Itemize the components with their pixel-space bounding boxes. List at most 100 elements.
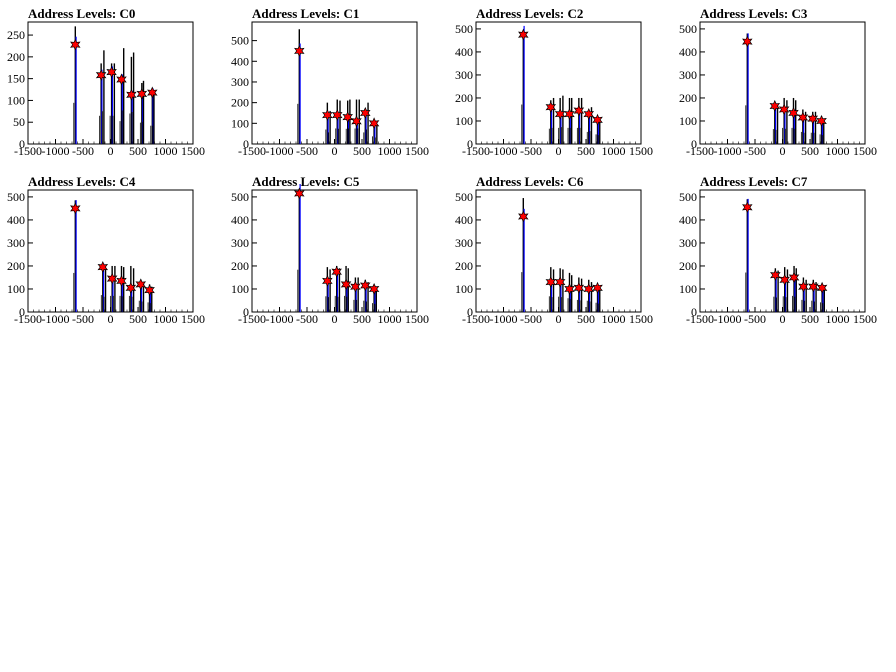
x-tick-label: 0 bbox=[556, 144, 562, 158]
peak-marker bbox=[322, 109, 333, 122]
x-tick-label: 0 bbox=[780, 312, 786, 326]
y-tick-label: 0 bbox=[467, 305, 473, 319]
x-tick-label: 500 bbox=[801, 312, 819, 326]
peak-marker bbox=[368, 117, 380, 130]
plot-frame bbox=[475, 189, 642, 313]
peak-marker bbox=[331, 265, 342, 278]
peak-marker bbox=[545, 101, 557, 114]
plot-frame bbox=[251, 21, 418, 145]
peak-marker bbox=[779, 273, 790, 286]
y-tick-label: 200 bbox=[455, 259, 473, 273]
x-tick-label: -1000 bbox=[490, 144, 518, 158]
y-tick-label: 200 bbox=[455, 91, 473, 105]
y-tick-label: 400 bbox=[231, 54, 249, 68]
x-tick-label: 0 bbox=[332, 144, 338, 158]
y-tick-label: 500 bbox=[7, 190, 25, 204]
y-tick-label: 300 bbox=[679, 68, 697, 82]
x-tick-label: 500 bbox=[129, 312, 147, 326]
peak-marker bbox=[126, 88, 137, 101]
y-tick-label: 500 bbox=[679, 22, 697, 36]
y-tick-label: 100 bbox=[231, 282, 249, 296]
x-tick-label: -1500 bbox=[686, 144, 714, 158]
x-tick-label: -500 bbox=[72, 312, 94, 326]
peak-marker bbox=[592, 281, 603, 294]
y-tick-label: 100 bbox=[455, 114, 473, 128]
plot-frame bbox=[475, 21, 642, 145]
x-tick-label: -1000 bbox=[42, 144, 70, 158]
x-tick-label: 500 bbox=[577, 144, 595, 158]
peak-marker bbox=[368, 282, 380, 296]
x-tick-label: -1500 bbox=[686, 312, 714, 326]
peak-marker bbox=[807, 112, 819, 125]
y-tick-label: 400 bbox=[455, 213, 473, 227]
y-tick-label: 0 bbox=[19, 305, 25, 319]
peak-marker bbox=[592, 113, 603, 126]
y-tick-label: 200 bbox=[7, 259, 25, 273]
y-tick-label: 500 bbox=[231, 34, 249, 48]
y-tick-label: 500 bbox=[679, 190, 697, 204]
peak-marker bbox=[95, 69, 107, 82]
peak-marker bbox=[144, 284, 155, 297]
x-tick-label: 0 bbox=[108, 312, 114, 326]
y-tick-label: 300 bbox=[231, 75, 249, 89]
histogram-panel-1: Address Levels: C1-1500 -1000 -500 0 500 1000… bbox=[231, 6, 429, 158]
y-tick-label: 0 bbox=[691, 137, 697, 151]
x-tick-label: 1000 bbox=[378, 144, 402, 158]
peak-marker bbox=[518, 28, 529, 41]
x-tick-label: -1000 bbox=[266, 312, 294, 326]
y-tick-label: 100 bbox=[455, 282, 473, 296]
peak-marker bbox=[106, 272, 118, 285]
y-tick-label: 300 bbox=[455, 236, 473, 250]
peak-marker bbox=[798, 280, 809, 293]
x-tick-label: -500 bbox=[520, 312, 542, 326]
x-tick-label: 500 bbox=[577, 312, 595, 326]
x-tick-label: 0 bbox=[332, 312, 338, 326]
x-tick-label: 1500 bbox=[405, 144, 429, 158]
y-tick-label: 100 bbox=[7, 93, 25, 107]
x-tick-label: -500 bbox=[296, 312, 318, 326]
y-tick-label: 0 bbox=[467, 137, 473, 151]
x-tick-label: 1000 bbox=[826, 312, 850, 326]
x-tick-label: 500 bbox=[801, 144, 819, 158]
x-tick-label: 1000 bbox=[826, 144, 850, 158]
y-tick-label: 400 bbox=[7, 213, 25, 227]
y-tick-label: 400 bbox=[455, 45, 473, 59]
peak-marker bbox=[788, 106, 799, 119]
x-tick-label: 0 bbox=[556, 312, 562, 326]
y-tick-label: 0 bbox=[691, 305, 697, 319]
peak-marker bbox=[342, 111, 353, 124]
x-tick-label: 1000 bbox=[154, 312, 178, 326]
y-tick-label: 300 bbox=[679, 236, 697, 250]
peak-marker bbox=[106, 66, 117, 79]
peak-marker bbox=[778, 103, 790, 116]
peak-marker bbox=[351, 115, 362, 128]
peak-marker bbox=[70, 38, 81, 51]
y-tick-label: 500 bbox=[231, 190, 249, 204]
peak-marker bbox=[294, 44, 305, 57]
y-tick-label: 0 bbox=[243, 137, 249, 151]
peak-marker bbox=[518, 210, 529, 223]
plot-frame bbox=[699, 21, 866, 145]
y-tick-label: 300 bbox=[7, 236, 25, 250]
x-tick-label: 1000 bbox=[154, 144, 178, 158]
plot-frame bbox=[27, 189, 194, 313]
x-tick-label: -1500 bbox=[238, 144, 266, 158]
x-tick-label: 1500 bbox=[629, 144, 653, 158]
peak-marker bbox=[340, 278, 352, 291]
panel-title: Address Levels: C5 bbox=[252, 174, 360, 189]
x-tick-label: 1500 bbox=[629, 312, 653, 326]
histogram-panel-5: Address Levels: C5-1500 -1000 -500 0 500 1000… bbox=[231, 174, 429, 326]
peak-marker bbox=[742, 35, 753, 48]
x-tick-label: 1000 bbox=[378, 312, 402, 326]
y-tick-label: 0 bbox=[243, 305, 249, 319]
peak-marker bbox=[583, 282, 595, 296]
panel-title: Address Levels: C7 bbox=[700, 174, 808, 189]
peak-marker bbox=[564, 282, 575, 296]
x-tick-label: -1000 bbox=[714, 312, 742, 326]
x-tick-label: -1000 bbox=[490, 312, 518, 326]
x-tick-label: -1000 bbox=[714, 144, 742, 158]
peak-marker bbox=[350, 280, 361, 293]
peak-marker bbox=[70, 202, 81, 215]
histogram-panel-0: Address Levels: C0-1500 -1000 -500 0 500 1000… bbox=[7, 6, 205, 158]
y-tick-label: 300 bbox=[231, 236, 249, 250]
